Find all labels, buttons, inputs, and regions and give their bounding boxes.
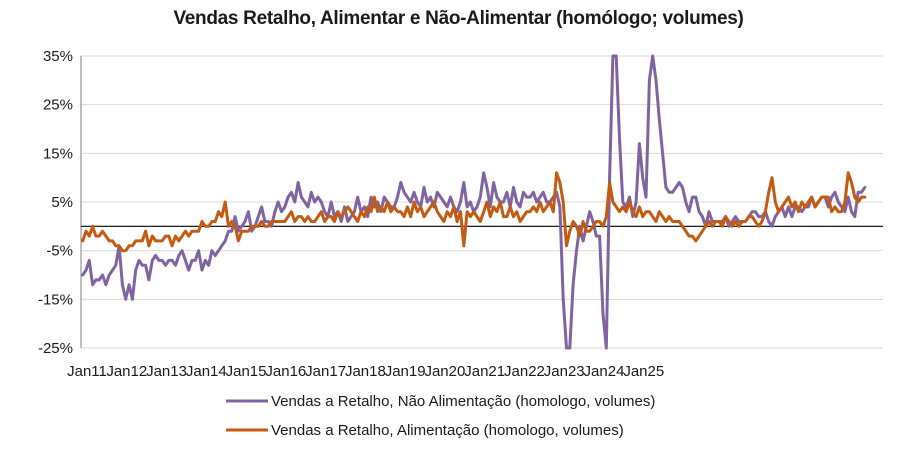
x-tick-label: Jan24 xyxy=(584,363,625,380)
legend-label: Vendas a Retalho, Alimentação (homologo,… xyxy=(271,422,624,439)
y-tick-label: 25% xyxy=(43,97,73,114)
x-tick-label: Jan21 xyxy=(464,363,505,380)
legend-label: Vendas a Retalho, Não Alimentação (homol… xyxy=(271,393,655,410)
x-tick-label: Jan13 xyxy=(146,363,187,380)
y-tick-label: 15% xyxy=(43,145,73,162)
y-tick-labels: 35% 25% 15% 5% -5% -15% -25% xyxy=(38,48,73,357)
x-tick-label: Jan14 xyxy=(186,363,227,380)
chart-title: Vendas Retalho, Alimentar e Não-Alimenta… xyxy=(173,8,744,29)
x-tick-label: Jan19 xyxy=(385,363,426,380)
x-tick-label: Jan23 xyxy=(544,363,585,380)
x-tick-label: Jan17 xyxy=(305,363,346,380)
gridlines xyxy=(81,55,883,349)
y-tick-label: -5% xyxy=(46,243,73,260)
y-tick-label: -25% xyxy=(38,340,73,357)
x-tick-label: Jan15 xyxy=(226,363,267,380)
y-tick-label: 5% xyxy=(51,194,73,211)
x-tick-label: Jan20 xyxy=(424,363,465,380)
legend: Vendas a Retalho, Não Alimentação (homol… xyxy=(226,393,655,439)
axes xyxy=(80,56,883,348)
y-tick-label: -15% xyxy=(38,291,73,308)
x-tick-label: Jan25 xyxy=(623,363,664,380)
series-line-alimentacao xyxy=(81,171,867,253)
y-tick-label: 35% xyxy=(43,48,73,65)
x-tick-label: Jan11 xyxy=(67,363,107,380)
x-tick-label: Jan22 xyxy=(504,363,545,380)
x-tick-label: Jan16 xyxy=(265,363,306,380)
x-tick-label: Jan18 xyxy=(345,363,386,380)
x-tick-labels: Jan11 Jan12Jan13Jan14Jan15Jan16Jan17Jan18… xyxy=(67,363,664,380)
x-tick-label: Jan12 xyxy=(106,363,147,380)
series-lines xyxy=(81,54,867,350)
